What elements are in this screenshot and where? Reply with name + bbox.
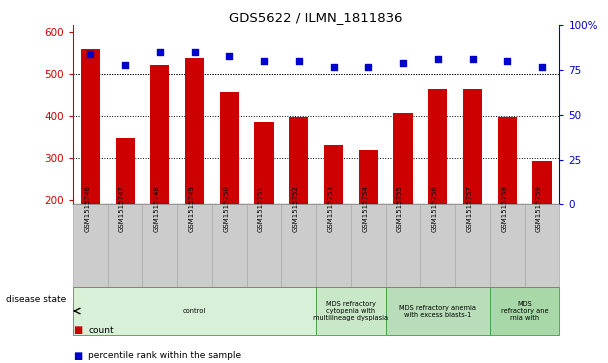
Bar [316,287,385,335]
Text: GSM1515759: GSM1515759 [536,185,542,232]
Bar [73,204,108,287]
Text: GSM1515753: GSM1515753 [328,185,334,232]
Title: GDS5622 / ILMN_1811836: GDS5622 / ILMN_1811836 [229,11,403,24]
Point [259,58,269,64]
Text: MDS refractory anemia
with excess blasts-1: MDS refractory anemia with excess blasts… [399,305,476,318]
Text: GSM1515754: GSM1515754 [362,185,368,232]
Bar [359,150,378,204]
Bar [525,204,559,287]
Text: percentile rank within the sample: percentile rank within the sample [88,351,241,360]
Point [224,53,234,59]
Bar [282,204,316,287]
Text: count: count [88,326,114,335]
Bar [351,204,385,287]
Point [468,57,477,62]
Point [294,58,303,64]
Bar [490,204,525,287]
Text: ■: ■ [73,325,82,335]
Point [120,62,130,68]
Text: GSM1515751: GSM1515751 [258,185,264,232]
Bar [533,161,551,204]
Bar [463,89,482,204]
Point [329,64,339,69]
Point [537,64,547,69]
Bar [108,204,142,287]
Text: GSM1515746: GSM1515746 [85,185,91,232]
Bar [428,89,447,204]
Bar [385,287,490,335]
Text: GSM1515747: GSM1515747 [119,185,125,232]
Point [155,49,165,55]
Bar [490,287,559,335]
Bar [142,204,177,287]
Point [502,58,512,64]
Bar [385,204,420,287]
Point [398,60,408,66]
Text: GSM1515752: GSM1515752 [293,185,299,232]
Text: MDS
refractory ane
rnia with: MDS refractory ane rnia with [501,301,548,321]
Point [190,49,199,55]
Point [364,64,373,69]
Bar [420,204,455,287]
Text: GSM1515749: GSM1515749 [188,185,195,232]
Bar [177,204,212,287]
Bar [316,204,351,287]
Text: GSM1515758: GSM1515758 [501,185,507,232]
Bar [289,117,308,204]
Text: GSM1515757: GSM1515757 [466,185,472,232]
Text: GSM1515750: GSM1515750 [223,185,229,232]
Bar [255,122,274,204]
Bar [498,117,517,204]
Point [433,57,443,62]
Text: GSM1515756: GSM1515756 [432,185,438,232]
Bar [324,144,343,204]
Bar [81,49,100,204]
Bar [212,204,247,287]
Text: GSM1515755: GSM1515755 [397,185,403,232]
Text: disease state: disease state [6,295,66,304]
Bar [219,91,239,204]
Bar [393,113,413,204]
Text: control: control [183,308,206,314]
Bar [73,287,316,335]
Text: MDS refractory
cytopenia with
multilineage dysplasia: MDS refractory cytopenia with multilinea… [313,301,389,321]
Bar [150,65,170,204]
Bar [185,58,204,204]
Bar [455,204,490,287]
Text: ■: ■ [73,351,82,361]
Bar [247,204,282,287]
Text: GSM1515748: GSM1515748 [154,185,160,232]
Point [86,51,95,57]
Bar [116,138,134,204]
